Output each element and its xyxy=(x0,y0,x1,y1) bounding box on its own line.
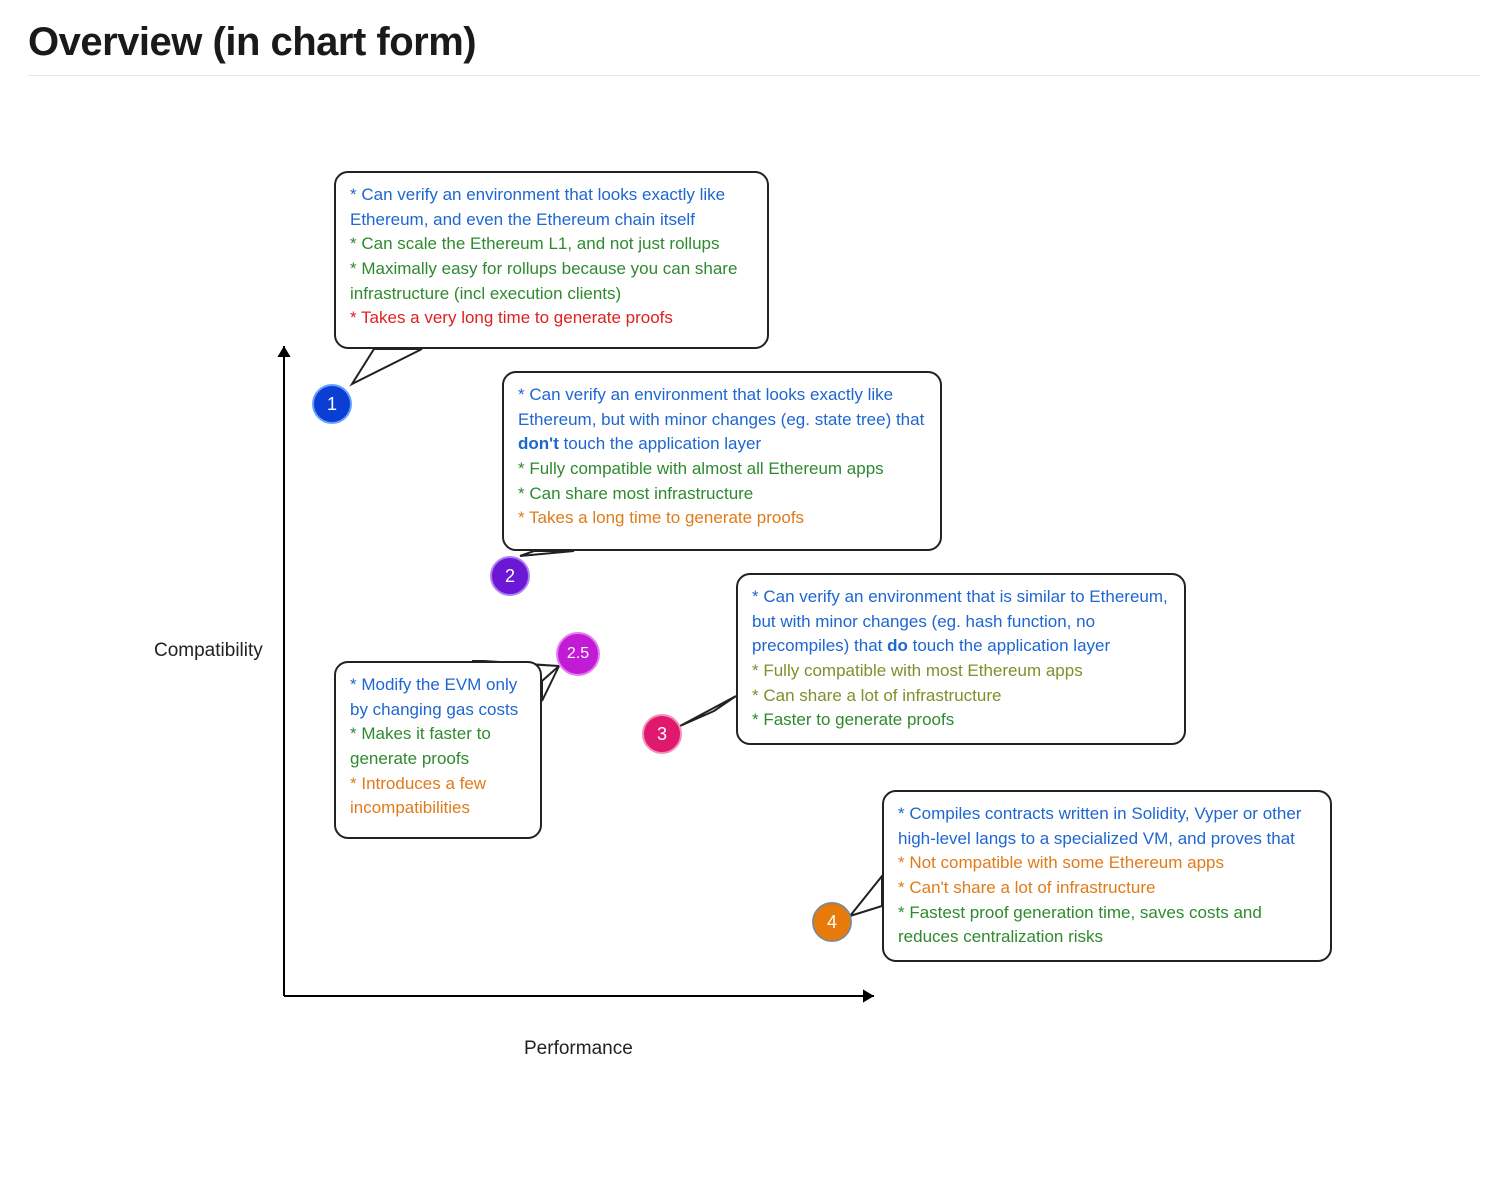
callout-c3: Can verify an environment that is simila… xyxy=(736,573,1186,745)
y-axis-label: Compatibility xyxy=(154,640,263,662)
callout-tail-c1 xyxy=(352,349,422,384)
callout-line: Takes a long time to generate proofs xyxy=(518,506,926,531)
y-axis-arrow xyxy=(277,346,290,357)
callout-line: Not compatible with some Ethereum apps xyxy=(898,851,1316,876)
node-bubble-n3: 3 xyxy=(642,714,682,754)
page-title: Overview (in chart form) xyxy=(28,20,1480,65)
title-divider xyxy=(28,75,1480,76)
callout-line: Can share a lot of infrastructure xyxy=(752,684,1170,709)
x-axis-arrow xyxy=(863,989,874,1002)
callout-line: Takes a very long time to generate proof… xyxy=(350,306,753,331)
callout-line: Introduces a few incompatibilities xyxy=(350,772,526,821)
callout-c4: Compiles contracts written in Solidity, … xyxy=(882,790,1332,962)
node-bubble-n1: 1 xyxy=(312,384,352,424)
callout-line: Modify the EVM only by changing gas cost… xyxy=(350,673,526,722)
node-bubble-n25: 2.5 xyxy=(556,632,600,676)
callout-line: Can scale the Ethereum L1, and not just … xyxy=(350,232,753,257)
callout-line: Fully compatible with most Ethereum apps xyxy=(752,659,1170,684)
x-axis-label: Performance xyxy=(524,1038,633,1060)
callout-line: Can't share a lot of infrastructure xyxy=(898,876,1316,901)
callout-line: Maximally easy for rollups because you c… xyxy=(350,257,753,306)
callout-line: Can verify an environment that is simila… xyxy=(752,585,1170,659)
chart-canvas: Performance Compatibility Can verify an en… xyxy=(154,106,1354,1096)
callout-line: Can verify an environment that looks exa… xyxy=(518,383,926,457)
callout-line: Fully compatible with almost all Ethereu… xyxy=(518,457,926,482)
callout-line: Can share most infrastructure xyxy=(518,482,926,507)
callout-tail-c3 xyxy=(680,696,736,726)
callout-line: Fastest proof generation time, saves cos… xyxy=(898,901,1316,950)
callout-c25: Modify the EVM only by changing gas cost… xyxy=(334,661,542,839)
callout-line: Faster to generate proofs xyxy=(752,708,1170,733)
callout-tail-c25 xyxy=(542,666,559,701)
node-bubble-n2: 2 xyxy=(490,556,530,596)
callout-c2: Can verify an environment that looks exa… xyxy=(502,371,942,551)
callout-line: Makes it faster to generate proofs xyxy=(350,722,526,771)
node-bubble-n4: 4 xyxy=(812,902,852,942)
callout-line: Compiles contracts written in Solidity, … xyxy=(898,802,1316,851)
callout-c1: Can verify an environment that looks exa… xyxy=(334,171,769,349)
callout-tail-c4 xyxy=(850,876,882,916)
callout-tail-c2 xyxy=(520,551,574,556)
callout-line: Can verify an environment that looks exa… xyxy=(350,183,753,232)
